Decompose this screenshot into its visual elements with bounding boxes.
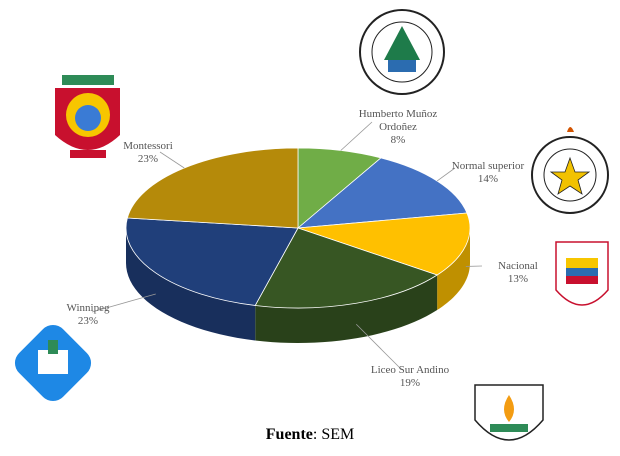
value-label: 13% — [507, 273, 529, 285]
data-label: Humberto Muñoz Ordoñez 8% — [350, 108, 446, 147]
data-label: Winnipeg 23% — [40, 302, 136, 328]
slice — [254, 227, 439, 309]
slice-side — [437, 228, 470, 311]
data-label: Montessori 23% — [100, 140, 196, 166]
value-label: 19% — [399, 377, 421, 389]
slice-side — [126, 228, 256, 341]
logo-liceo — [474, 384, 544, 441]
value-label: 14% — [477, 173, 499, 185]
caption-label: Fuente — [265, 426, 313, 443]
leader-line — [355, 323, 401, 369]
data-label: Liceo Sur Andino 19% — [362, 364, 458, 390]
value-label: 23% — [137, 153, 159, 165]
slice — [297, 212, 471, 276]
value-label: 8% — [390, 134, 406, 146]
leader-line — [436, 167, 456, 182]
category-label: Liceo Sur Andino — [370, 364, 450, 376]
logo-nacional — [555, 241, 609, 306]
caption-text: : SEM — [312, 426, 355, 443]
category-label: Humberto Muñoz Ordoñez — [358, 108, 438, 133]
slice — [125, 217, 299, 306]
category-label: Montessori — [123, 140, 173, 152]
logo-montessori — [55, 75, 120, 158]
logo-humberto — [359, 9, 445, 95]
leader-line — [159, 151, 185, 169]
leader-line — [340, 121, 373, 151]
value-label: 23% — [77, 315, 99, 327]
category-label: Normal superior — [451, 160, 525, 172]
slice — [126, 147, 299, 229]
slice-tops — [125, 147, 471, 309]
leader-line — [91, 293, 156, 313]
caption: Fuente: SEM — [0, 426, 620, 444]
data-label: Nacional 13% — [470, 260, 566, 286]
slice-side — [255, 275, 438, 343]
logo-winnipeg — [14, 324, 92, 402]
slice-sides — [126, 228, 470, 343]
category-label: Nacional — [498, 260, 538, 272]
data-label: Normal superior 14% — [440, 160, 536, 186]
category-label: Winnipeg — [66, 302, 110, 314]
logo-normal — [531, 127, 609, 214]
